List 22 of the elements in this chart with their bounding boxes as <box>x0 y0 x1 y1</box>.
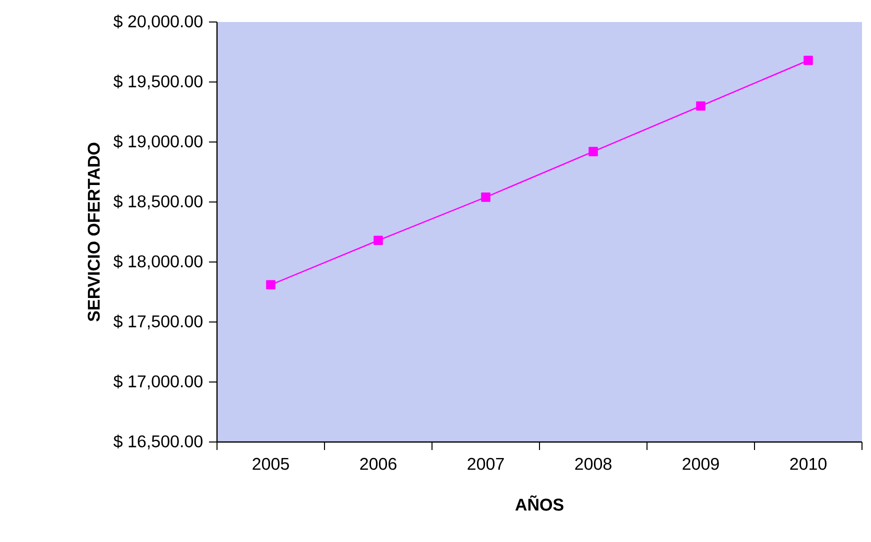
point <box>374 236 383 246</box>
x-axis-title: AÑOS <box>515 495 564 511</box>
point <box>481 192 490 202</box>
y-tick-label: $ 17,000.00 <box>114 374 202 390</box>
x-tick-label: 2009 <box>682 458 719 470</box>
y-tick-label: $ 20,000.00 <box>114 14 202 30</box>
y-tick-label: $ 19,000.00 <box>114 134 202 150</box>
x-tick-label: 2005 <box>252 458 289 470</box>
y-tick-label: $ 19,500.00 <box>114 74 202 90</box>
y-tick-label: $ 17,500.00 <box>114 314 202 330</box>
x-tick-label: 2010 <box>790 458 826 470</box>
point <box>696 101 706 111</box>
point <box>266 280 276 290</box>
point <box>588 146 598 156</box>
x-tick-label: 2007 <box>468 458 504 470</box>
y-tick-label: $ 18,500.00 <box>114 194 202 210</box>
y-tick-label: $ 16,500.00 <box>114 434 202 450</box>
x-tick-label: 2006 <box>360 458 396 470</box>
y-tick-label: $ 18,000.00 <box>114 254 202 270</box>
point <box>804 56 813 66</box>
y-axis-title: SERVICIO OFERTADO <box>88 142 100 322</box>
x-tick-label: 2008 <box>575 458 612 470</box>
